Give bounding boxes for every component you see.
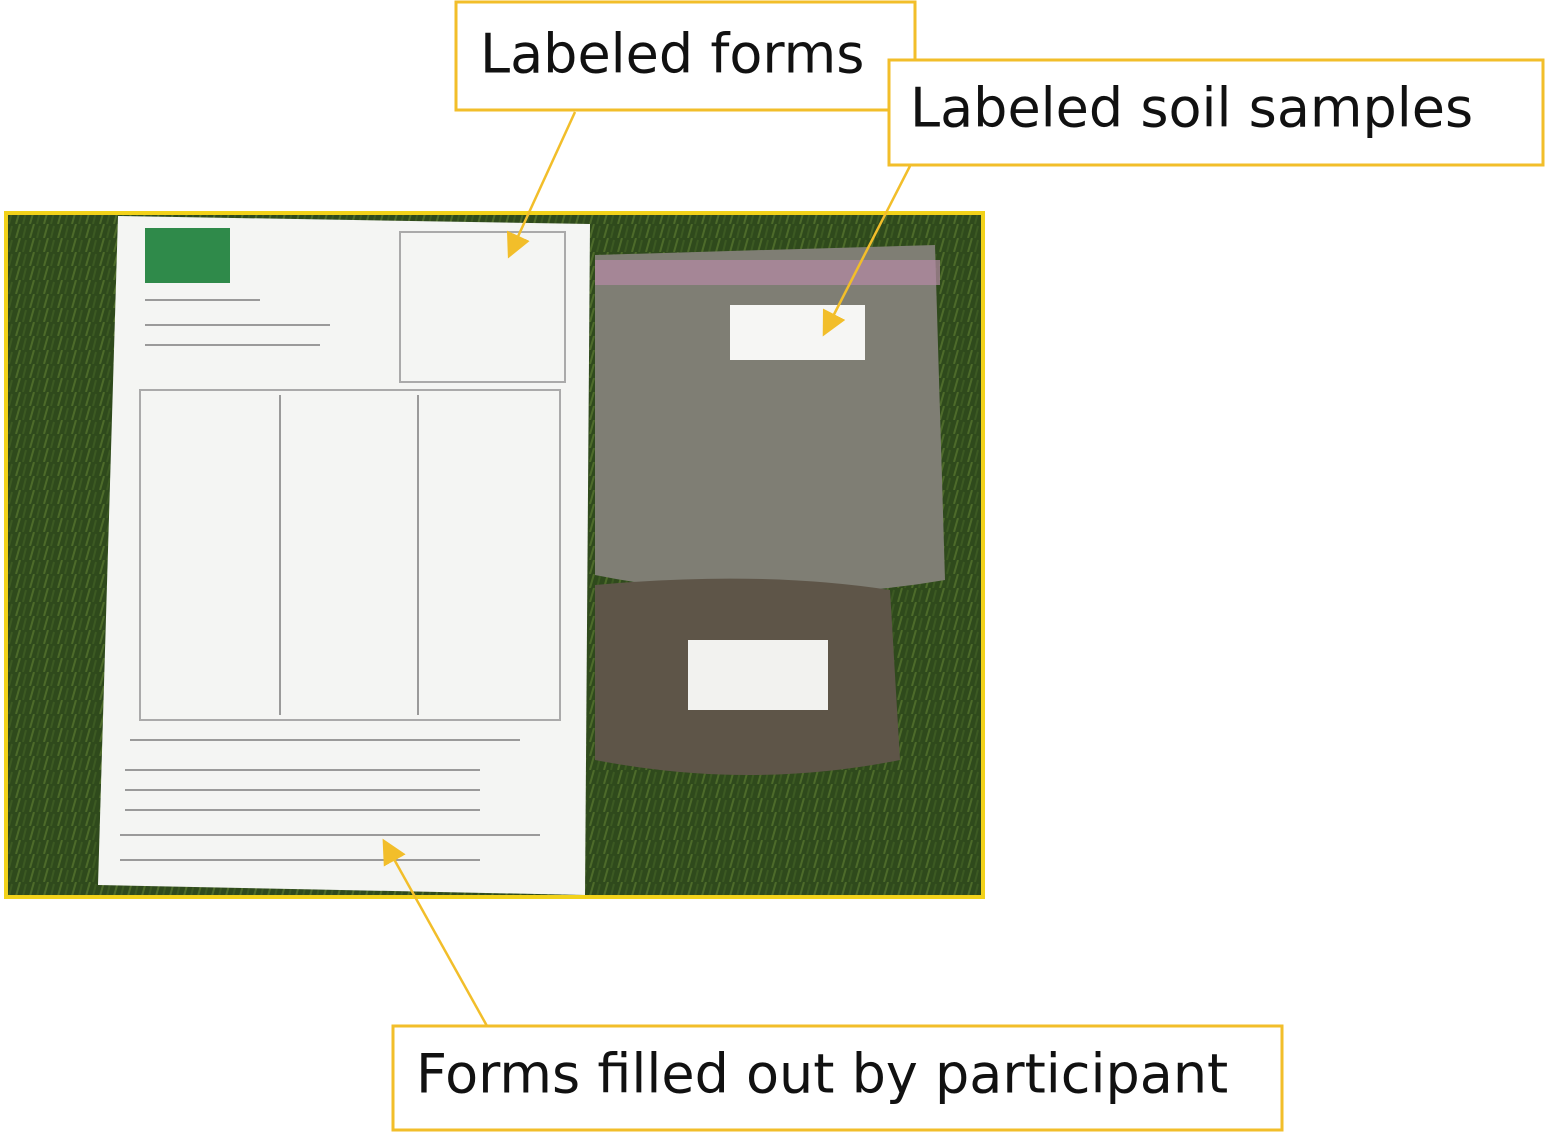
callout-label: Labeled forms: [480, 23, 864, 86]
photo: [6, 213, 983, 897]
callout-label: Forms filled out by participant: [416, 1043, 1228, 1106]
form-paper: [98, 216, 590, 895]
soil-bag: [595, 245, 945, 594]
annotated-photo: Labeled forms Labeled soil samples Forms…: [0, 0, 1545, 1132]
callout-label: Labeled soil samples: [910, 77, 1473, 140]
